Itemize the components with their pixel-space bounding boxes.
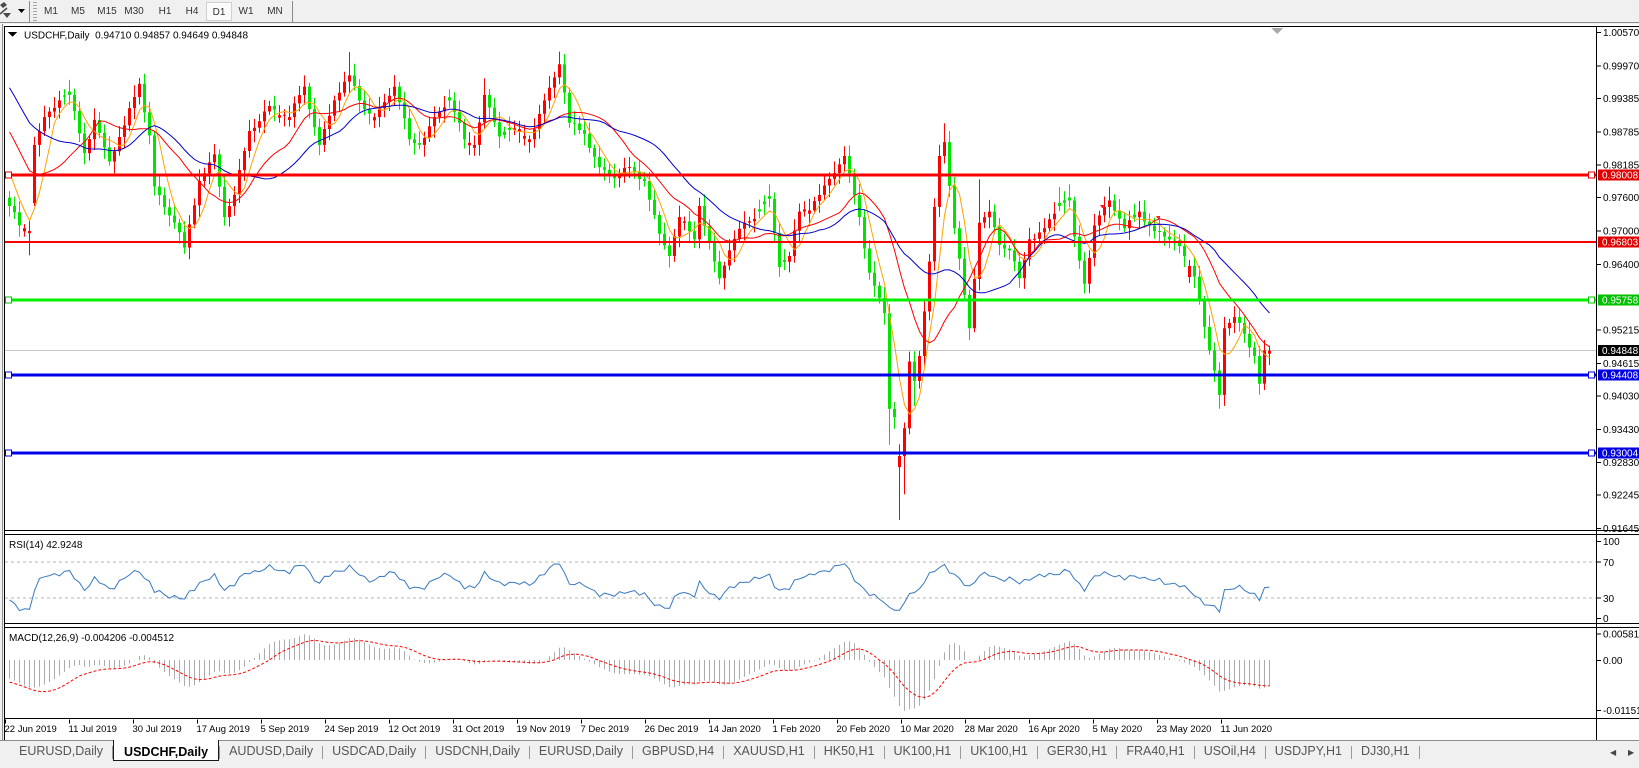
svg-text:0.94848: 0.94848 xyxy=(1602,346,1639,357)
svg-text:24 Sep 2019: 24 Sep 2019 xyxy=(325,724,379,735)
svg-text:5 Sep 2019: 5 Sep 2019 xyxy=(261,724,310,735)
svg-text:0.91645: 0.91645 xyxy=(1603,524,1639,535)
svg-text:USDCHF,Daily 0.94710 0.94857: USDCHF,Daily 0.94710 0.94857 0.94649 0.9… xyxy=(24,31,248,42)
svg-text:0.96400: 0.96400 xyxy=(1603,260,1639,271)
svg-text:-0.011514: -0.011514 xyxy=(1603,706,1639,717)
svg-text:11 Jul 2019: 11 Jul 2019 xyxy=(69,724,117,735)
svg-text:0.95215: 0.95215 xyxy=(1603,326,1639,337)
svg-text:16 Apr 2020: 16 Apr 2020 xyxy=(1029,724,1080,735)
svg-text:17 Aug 2019: 17 Aug 2019 xyxy=(197,724,250,735)
svg-text:22 Jun 2019: 22 Jun 2019 xyxy=(5,724,57,735)
svg-text:0.93430: 0.93430 xyxy=(1603,425,1639,436)
svg-text:0.94615: 0.94615 xyxy=(1603,359,1639,370)
svg-text:RSI(14) 42.9248: RSI(14) 42.9248 xyxy=(9,540,83,551)
svg-text:0.00: 0.00 xyxy=(1603,656,1623,667)
svg-text:19 Nov 2019: 19 Nov 2019 xyxy=(517,724,571,735)
svg-text:0.93004: 0.93004 xyxy=(1602,449,1639,460)
svg-text:20 Feb 2020: 20 Feb 2020 xyxy=(837,724,890,735)
svg-text:0.94408: 0.94408 xyxy=(1602,371,1639,382)
svg-text:100: 100 xyxy=(1603,537,1620,548)
svg-text:0.99385: 0.99385 xyxy=(1603,94,1639,105)
svg-text:MACD(12,26,9) -0.004206 -0.004: MACD(12,26,9) -0.004206 -0.004512 xyxy=(9,633,175,644)
svg-text:0.94030: 0.94030 xyxy=(1603,392,1639,403)
svg-text:12 Oct 2019: 12 Oct 2019 xyxy=(389,724,441,735)
svg-text:0.92830: 0.92830 xyxy=(1603,458,1639,469)
svg-text:7 Dec 2019: 7 Dec 2019 xyxy=(581,724,630,735)
svg-text:0.97600: 0.97600 xyxy=(1603,193,1639,204)
svg-text:0: 0 xyxy=(1603,614,1609,625)
svg-text:11 Jun 2020: 11 Jun 2020 xyxy=(1221,724,1273,735)
svg-text:31 Oct 2019: 31 Oct 2019 xyxy=(453,724,505,735)
svg-text:1 Feb 2020: 1 Feb 2020 xyxy=(773,724,821,735)
svg-text:0.99970: 0.99970 xyxy=(1603,62,1639,73)
svg-text:5 May 2020: 5 May 2020 xyxy=(1093,724,1143,735)
svg-text:30 Jul 2019: 30 Jul 2019 xyxy=(133,724,182,735)
svg-text:0.96803: 0.96803 xyxy=(1602,237,1639,248)
svg-text:0.005818: 0.005818 xyxy=(1603,630,1639,641)
svg-text:70: 70 xyxy=(1603,558,1615,569)
svg-text:0.98185: 0.98185 xyxy=(1603,161,1639,172)
svg-text:10 Mar 2020: 10 Mar 2020 xyxy=(901,724,954,735)
svg-text:0.97000: 0.97000 xyxy=(1603,227,1639,238)
svg-text:0.95758: 0.95758 xyxy=(1602,296,1639,307)
svg-text:30: 30 xyxy=(1603,594,1615,605)
svg-text:0.98785: 0.98785 xyxy=(1603,127,1639,138)
svg-text:23 May 2020: 23 May 2020 xyxy=(1157,724,1212,735)
svg-text:1.00570: 1.00570 xyxy=(1603,28,1639,39)
svg-text:14 Jan 2020: 14 Jan 2020 xyxy=(709,724,761,735)
svg-text:0.92245: 0.92245 xyxy=(1603,491,1639,502)
svg-text:0.98008: 0.98008 xyxy=(1602,171,1639,182)
svg-text:28 Mar 2020: 28 Mar 2020 xyxy=(965,724,1018,735)
svg-text:26 Dec 2019: 26 Dec 2019 xyxy=(645,724,699,735)
